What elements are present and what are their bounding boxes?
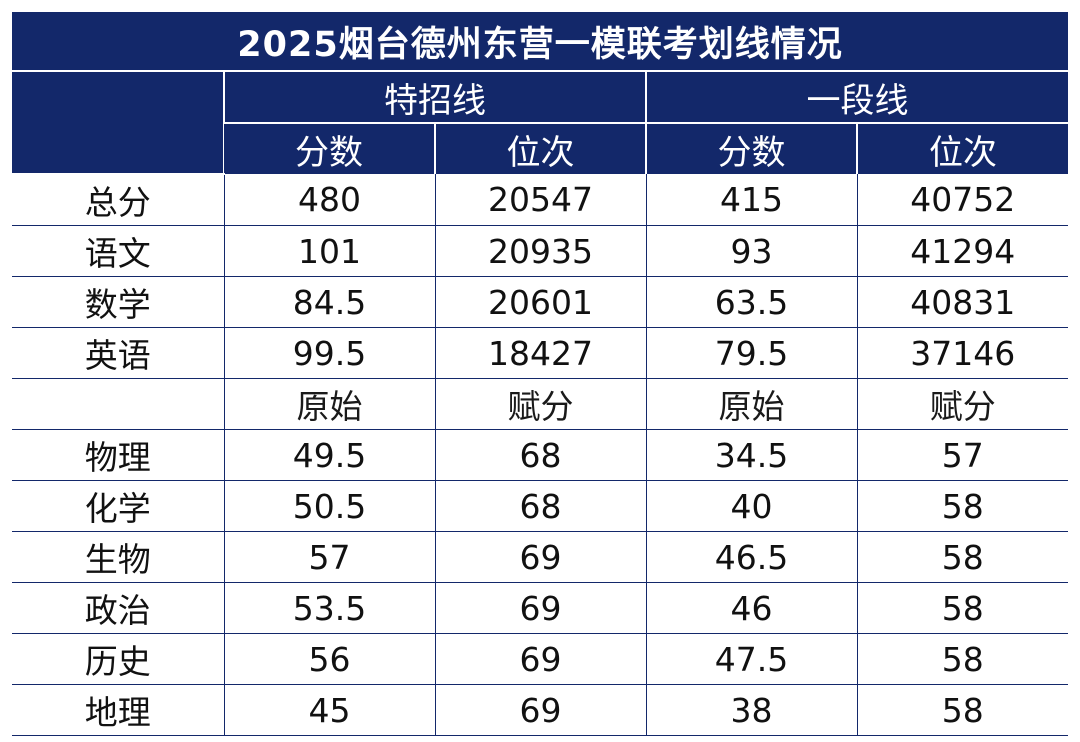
table-cell: 18427 xyxy=(434,327,646,379)
row-label: 物理 xyxy=(12,429,224,481)
table-cell: 69 xyxy=(434,531,646,583)
row-label: 地理 xyxy=(12,684,224,736)
sub-header-cell: 位次 xyxy=(434,123,646,174)
table-row: 物理 49.5 68 34.5 57 xyxy=(12,429,1069,481)
row-label: 历史 xyxy=(12,633,224,685)
row-label: 语文 xyxy=(12,225,224,277)
table-cell: 46.5 xyxy=(645,531,857,583)
table-cell: 69 xyxy=(434,684,646,736)
table-cell: 84.5 xyxy=(223,276,435,328)
table-cell: 56 xyxy=(223,633,435,685)
elective-header-cell: 赋分 xyxy=(434,378,646,430)
table-row: 生物 57 69 46.5 58 xyxy=(12,531,1069,583)
table-cell: 101 xyxy=(223,225,435,277)
row-label xyxy=(12,378,224,430)
sub-header-cell: 分数 xyxy=(645,123,857,174)
row-label: 数学 xyxy=(12,276,224,328)
table-cell: 69 xyxy=(434,582,646,634)
table-row: 语文 101 20935 93 41294 xyxy=(12,225,1069,277)
table-cell: 45 xyxy=(223,684,435,736)
table-cell: 40831 xyxy=(856,276,1069,328)
table-row: 化学 50.5 68 40 58 xyxy=(12,480,1069,532)
table-cell: 58 xyxy=(856,480,1069,532)
row-label: 化学 xyxy=(12,480,224,532)
group-header-first-tier: 一段线 xyxy=(644,71,1069,124)
score-line-table: 2025烟台德州东营一模联考划线情况 特招线 一段线 分数 位次 分数 位次 总… xyxy=(12,12,1069,736)
table-cell: 40752 xyxy=(856,174,1069,226)
table-row: 政治 53.5 69 46 58 xyxy=(12,582,1069,634)
table-cell: 50.5 xyxy=(223,480,435,532)
row-label: 总分 xyxy=(12,174,224,226)
table-cell: 68 xyxy=(434,429,646,481)
table-row: 英语 99.5 18427 79.5 37146 xyxy=(12,327,1069,379)
sub-header-cell: 分数 xyxy=(224,123,435,174)
table-cell: 69 xyxy=(434,633,646,685)
table-cell: 58 xyxy=(856,633,1069,685)
table-cell: 20547 xyxy=(434,174,646,226)
table-cell: 99.5 xyxy=(223,327,435,379)
sub-header-cell: 位次 xyxy=(855,123,1069,174)
elective-header-row: 原始 赋分 原始 赋分 xyxy=(12,378,1069,430)
group-header-row: 特招线 一段线 xyxy=(12,71,1069,175)
sub-header-row: 分数 位次 分数 位次 xyxy=(12,123,1069,174)
table-cell: 63.5 xyxy=(645,276,857,328)
table-row: 地理 45 69 38 58 xyxy=(12,684,1069,736)
table-cell: 58 xyxy=(856,582,1069,634)
elective-header-cell: 原始 xyxy=(223,378,435,430)
elective-header-cell: 原始 xyxy=(645,378,857,430)
title-row: 2025烟台德州东营一模联考划线情况 xyxy=(12,12,1069,72)
table-cell: 93 xyxy=(645,225,857,277)
table-cell: 79.5 xyxy=(645,327,857,379)
row-label: 生物 xyxy=(12,531,224,583)
table-cell: 40 xyxy=(645,480,857,532)
table-cell: 41294 xyxy=(856,225,1069,277)
table-cell: 57 xyxy=(223,531,435,583)
table-cell: 47.5 xyxy=(645,633,857,685)
table-cell: 58 xyxy=(856,684,1069,736)
table-row: 总分 480 20547 415 40752 xyxy=(12,174,1069,226)
table-cell: 38 xyxy=(645,684,857,736)
table-cell: 46 xyxy=(645,582,857,634)
table-cell: 20601 xyxy=(434,276,646,328)
table-row: 历史 56 69 47.5 58 xyxy=(12,633,1069,685)
table-cell: 68 xyxy=(434,480,646,532)
table-cell: 53.5 xyxy=(223,582,435,634)
header-corner-cell xyxy=(12,71,224,175)
table-cell: 49.5 xyxy=(223,429,435,481)
table-row: 数学 84.5 20601 63.5 40831 xyxy=(12,276,1069,328)
row-label: 政治 xyxy=(12,582,224,634)
table-cell: 34.5 xyxy=(645,429,857,481)
table-cell: 57 xyxy=(856,429,1069,481)
table-cell: 480 xyxy=(223,174,435,226)
table-cell: 37146 xyxy=(856,327,1069,379)
table-cell: 58 xyxy=(856,531,1069,583)
group-header-special: 特招线 xyxy=(223,71,646,124)
table-cell: 20935 xyxy=(434,225,646,277)
elective-header-cell: 赋分 xyxy=(856,378,1069,430)
table-title: 2025烟台德州东营一模联考划线情况 xyxy=(12,12,1069,72)
table-cell: 415 xyxy=(645,174,857,226)
row-label: 英语 xyxy=(12,327,224,379)
